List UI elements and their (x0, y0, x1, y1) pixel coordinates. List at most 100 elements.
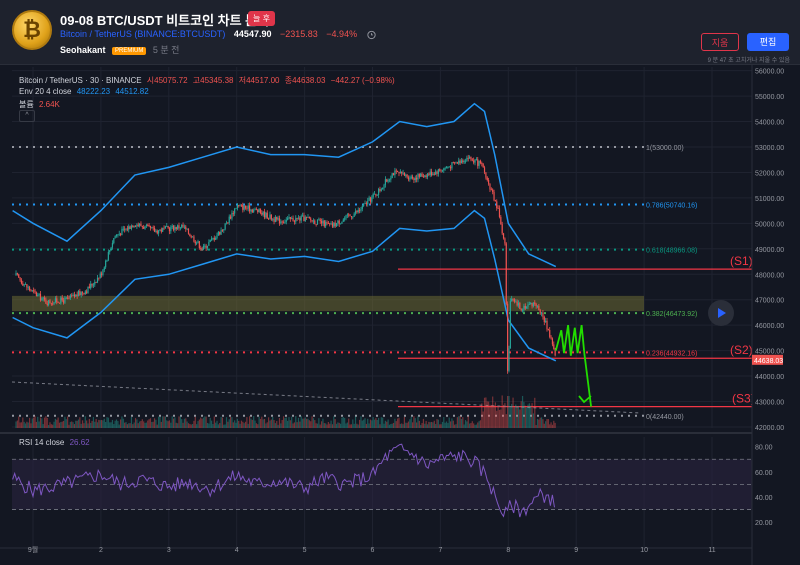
play-button[interactable] (708, 300, 734, 326)
candle-body (172, 225, 175, 231)
volume-bar (141, 419, 143, 428)
candle-body (208, 241, 210, 246)
volume-bar (531, 403, 533, 428)
candle-body (168, 228, 171, 232)
volume-bar (530, 405, 532, 428)
candle-body (95, 282, 97, 283)
volume-bar (422, 418, 425, 428)
volume-bar (27, 422, 29, 428)
volume-bar (30, 423, 32, 428)
candle-body (530, 303, 532, 305)
candle-body (394, 170, 396, 176)
volume-bar (43, 417, 46, 428)
volume-bar (162, 416, 164, 428)
volume-bar (259, 418, 262, 428)
volume-bar (410, 416, 412, 428)
volume-bar (144, 422, 146, 428)
candle-body (515, 301, 517, 303)
candle-body (249, 205, 251, 212)
candle-body (325, 222, 327, 227)
candle-body (134, 226, 137, 228)
candle-body (73, 294, 76, 297)
alarm-clock-icon[interactable] (366, 29, 377, 40)
idea-title: 09-08 BTC/USDT 비트코인 차트 분석 (60, 13, 270, 28)
symbol-name-link[interactable]: Bitcoin / TetherUS (60, 29, 132, 39)
exchange-symbol-link[interactable]: (BINANCE:BTCUSDT) (134, 29, 226, 39)
candle-body (68, 297, 70, 299)
volume-bar (153, 418, 156, 428)
candle-body (232, 213, 234, 214)
env-upper-value: 48222.23 (76, 87, 111, 96)
candle-body (358, 210, 361, 211)
candle-body (114, 236, 116, 239)
volume-bar (198, 419, 200, 428)
candle-body (98, 277, 100, 279)
candle-body (458, 160, 460, 164)
volume-bar (90, 422, 92, 428)
price-tick: 52000.00 (755, 170, 784, 177)
candle-body (72, 294, 74, 297)
volume-bar (65, 419, 67, 428)
candle-body (110, 247, 112, 251)
price-chart[interactable]: 1(53000.00) 0.786(50740.16) 0.618(48966.08… (0, 65, 800, 565)
delete-button[interactable]: 지움 (701, 33, 739, 51)
candle-body (420, 173, 422, 177)
candle-body (338, 220, 340, 225)
candle-body (61, 297, 63, 301)
candle-body (274, 216, 277, 222)
volume-bar (225, 417, 228, 428)
time-tick: 8 (506, 547, 510, 554)
candle-body (235, 208, 237, 210)
candle-body (422, 176, 425, 178)
candle-body (228, 216, 230, 223)
volume-bar (380, 417, 382, 428)
candle-body (441, 170, 444, 172)
volume-bar (187, 423, 190, 428)
volume-bar (145, 422, 147, 428)
volume-bar (513, 406, 516, 428)
author-name[interactable]: Seohakant (60, 45, 106, 55)
candle-body (140, 223, 142, 227)
volume-bar (468, 423, 471, 428)
volume-bar (459, 416, 461, 428)
volume-bar (536, 418, 539, 428)
fib-label: 0.382(46473.92) (646, 311, 697, 318)
candle-body (354, 211, 357, 214)
volume-bar (315, 423, 317, 428)
volume-bar (117, 421, 119, 428)
volume-bar (492, 396, 494, 428)
volume-bar (550, 422, 552, 428)
volume-bar (206, 422, 209, 428)
volume-bar (494, 402, 496, 428)
collapse-legend-button[interactable]: ^ (19, 110, 35, 122)
volume-bar (409, 419, 411, 428)
volume-bar (316, 423, 319, 428)
volume-bar (262, 419, 264, 428)
candle-body (50, 303, 52, 305)
volume-bar (181, 419, 183, 428)
volume-bar (369, 419, 372, 428)
candle-body (477, 159, 479, 166)
candle-body (414, 177, 416, 181)
candle-body (76, 294, 78, 297)
candle-body (255, 208, 257, 210)
candle-body (223, 229, 225, 231)
volume-bar (50, 424, 52, 428)
volume-bar (523, 402, 525, 428)
volume-bar (314, 420, 316, 428)
candle-body (501, 224, 503, 234)
volume-bar (163, 416, 165, 428)
volume-bar (196, 424, 198, 428)
edit-button[interactable]: 편집 (747, 33, 789, 51)
candle-body (327, 223, 329, 224)
candle-body (402, 172, 404, 174)
candle-body (280, 221, 282, 224)
volume-bar (478, 421, 480, 428)
volume-bar (87, 423, 89, 428)
candle-body (440, 170, 442, 172)
volume-bar (35, 421, 37, 428)
volume-bar (463, 424, 465, 428)
candle-body (386, 179, 388, 182)
volume-bar (236, 418, 238, 428)
candle-body (413, 178, 415, 181)
